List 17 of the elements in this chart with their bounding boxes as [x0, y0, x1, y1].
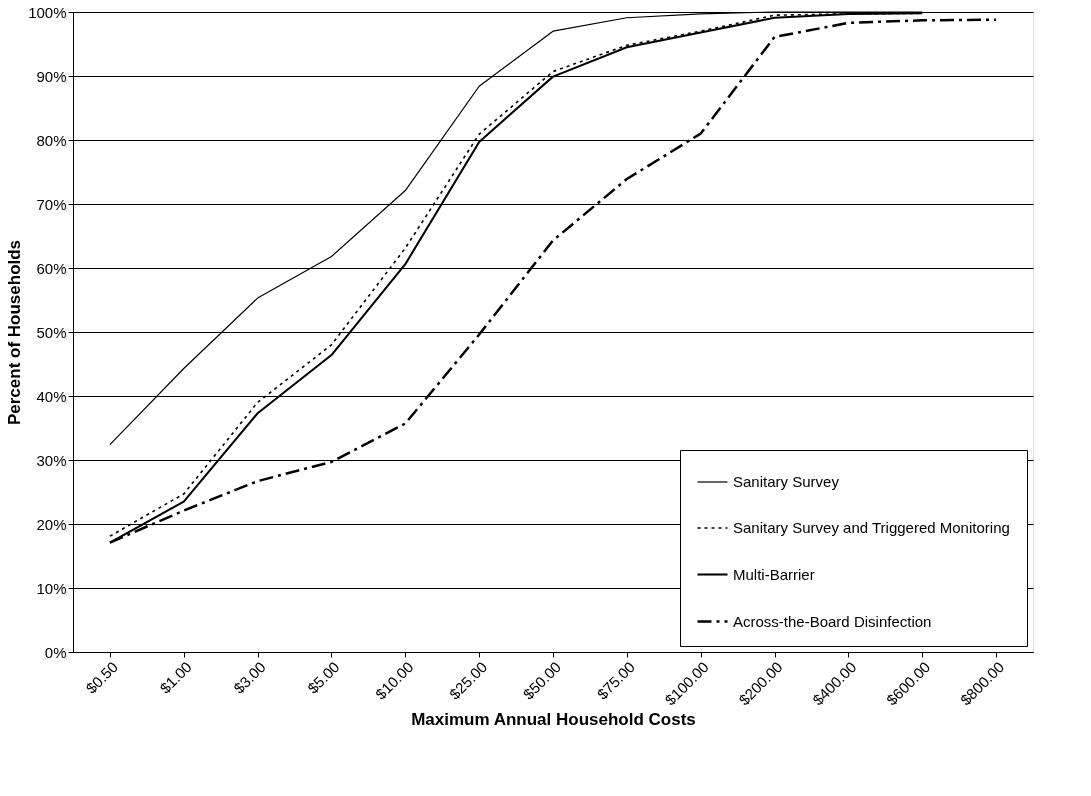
- y-tick-label: 20%: [36, 515, 67, 533]
- y-tick-label: 80%: [36, 131, 67, 149]
- y-tick-label: 60%: [36, 259, 67, 277]
- y-tick-label: 10%: [36, 579, 67, 597]
- y-tick-label: 40%: [36, 387, 67, 405]
- y-tick-label: 90%: [36, 67, 67, 85]
- legend-label: Multi-Barrier: [733, 565, 815, 583]
- y-tick-label: 100%: [28, 3, 67, 21]
- legend-label: Sanitary Survey: [733, 473, 840, 490]
- legend-label: Across-the-Board Disinfection: [733, 612, 932, 630]
- legend-label: Sanitary Survey and Triggered Monitoring: [733, 519, 1010, 536]
- y-tick-label: 50%: [36, 323, 67, 341]
- y-axis-title: Percent of Households: [5, 239, 25, 426]
- y-tick-label: 30%: [36, 451, 67, 469]
- y-tick-label: 0%: [44, 643, 67, 661]
- x-axis-title: Maximum Annual Household Costs: [411, 710, 696, 730]
- y-tick-label: 70%: [36, 195, 67, 213]
